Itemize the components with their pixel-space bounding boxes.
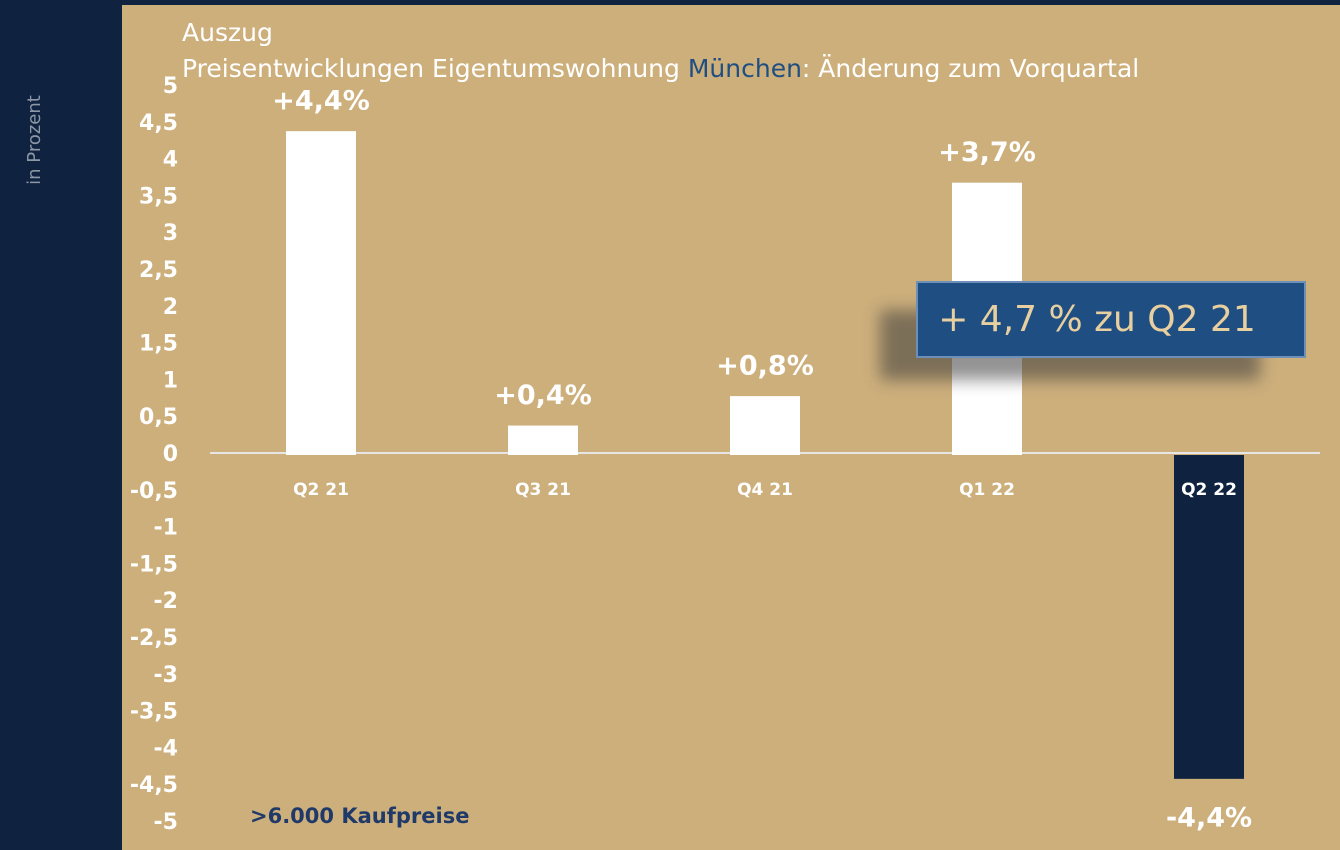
x-tick-label: Q4 21 [737, 480, 793, 500]
y-tick-label: -2 [154, 589, 178, 614]
footnote: >6.000 Kaufpreise [250, 804, 469, 828]
y-tick-label: -4,5 [130, 773, 178, 798]
y-tick-label: 0 [163, 442, 178, 467]
subtitle-part: Preisentwicklungen Eigentumswohnung [182, 54, 688, 83]
y-tick-label: -1,5 [130, 552, 178, 577]
chart-subtitle: Preisentwicklungen Eigentumswohnung Münc… [182, 54, 1139, 83]
y-tick-label: -2,5 [130, 626, 178, 651]
y-tick-label: -3 [154, 663, 178, 688]
y-tick-label: 2,5 [139, 258, 178, 283]
annotation: + 4,7 % zu Q2 21 [938, 299, 1256, 340]
value-label: -4,4% [1166, 802, 1252, 833]
value-label: +3,7% [938, 137, 1036, 168]
bar [1174, 455, 1244, 779]
y-tick-label: 0,5 [139, 405, 178, 430]
y-tick-label: -3,5 [130, 700, 178, 725]
y-tick-label: 5 [163, 74, 178, 99]
bar [286, 131, 356, 455]
bar [730, 396, 800, 455]
y-tick-label: 1,5 [139, 332, 178, 357]
x-tick-label: Q2 22 [1181, 480, 1237, 500]
subtitle-highlight: München [688, 54, 802, 83]
chart-title: Auszug [182, 18, 273, 47]
y-tick-label: -5 [154, 810, 178, 835]
y-tick-label: 3 [163, 221, 178, 246]
x-tick-label: Q2 21 [293, 480, 349, 500]
value-label: +0,8% [716, 351, 814, 382]
x-tick-label: Q3 21 [515, 480, 571, 500]
y-tick-label: 3,5 [139, 184, 178, 209]
value-label: +4,4% [272, 86, 370, 117]
y-tick-label: 4 [163, 148, 178, 173]
y-tick-label: -4 [154, 736, 178, 761]
annotation-box [916, 281, 1306, 358]
bar [508, 425, 578, 455]
y-tick-label: 1 [163, 368, 178, 393]
value-label: +0,4% [494, 380, 592, 411]
y-tick-label: -1 [154, 516, 178, 541]
x-tick-label: Q1 22 [959, 480, 1015, 500]
y-axis-label: in Prozent [24, 95, 45, 185]
y-tick-label: 4,5 [139, 111, 178, 136]
y-tick-label: -0,5 [130, 479, 178, 504]
y-tick-label: 2 [163, 295, 178, 320]
subtitle-part: : Änderung zum Vorquartal [802, 54, 1139, 83]
